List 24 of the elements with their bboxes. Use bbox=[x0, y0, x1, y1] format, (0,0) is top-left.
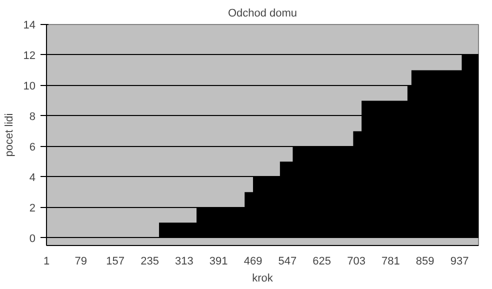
x-tick-label: 79 bbox=[74, 256, 88, 268]
y-tick-label: 8 bbox=[29, 110, 36, 123]
y-tick-label: 6 bbox=[29, 141, 36, 154]
x-tick-label: 313 bbox=[175, 256, 194, 268]
x-tick-label: 859 bbox=[416, 256, 434, 268]
y-tick-label: 14 bbox=[23, 20, 36, 32]
x-tick-label: 235 bbox=[140, 256, 159, 268]
x-tick-label: 625 bbox=[312, 256, 332, 268]
x-tick-label: 703 bbox=[347, 256, 366, 268]
y-tick-label: 10 bbox=[23, 80, 36, 92]
x-tick-label: 1 bbox=[43, 256, 50, 268]
x-tick-label: 157 bbox=[106, 256, 125, 268]
x-tick-label: 547 bbox=[278, 256, 297, 268]
y-axis-title: pocet lidi bbox=[3, 113, 16, 157]
x-axis-title: krok bbox=[252, 272, 274, 284]
x-tick-label: 781 bbox=[382, 256, 400, 268]
y-tick-label: 12 bbox=[23, 50, 36, 62]
y-tick-label: 2 bbox=[29, 202, 36, 214]
x-tick-label: 391 bbox=[209, 256, 228, 268]
chart-title: Odchod domu bbox=[228, 8, 298, 20]
x-tick-label: 937 bbox=[450, 256, 469, 268]
x-tick-label: 469 bbox=[244, 256, 262, 268]
y-tick-label: 4 bbox=[29, 172, 36, 184]
y-tick-label: 0 bbox=[29, 232, 36, 245]
